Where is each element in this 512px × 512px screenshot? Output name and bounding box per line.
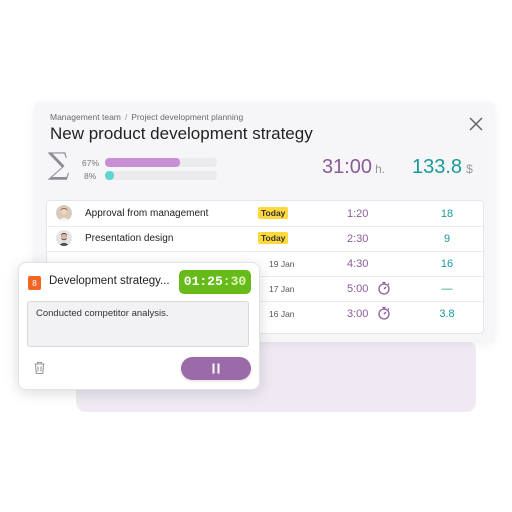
- task-number-badge: 8: [28, 276, 41, 290]
- timer-main: 01:25: [183, 274, 223, 289]
- total-cost: 133.8 $: [412, 156, 473, 179]
- table-row[interactable]: Presentation design Today 2:30 9: [47, 226, 483, 252]
- row-time: 1:20: [347, 208, 369, 220]
- total-hours-unit: h.: [375, 162, 386, 176]
- table-row[interactable]: 16 Jan 3:00 3.8: [47, 301, 483, 326]
- table-row[interactable]: Approval from management Today 1:20 18: [47, 201, 483, 227]
- progress-bar-1: [105, 158, 217, 167]
- row-time: 2:30: [347, 233, 369, 245]
- stopwatch-icon: [377, 306, 391, 320]
- close-icon[interactable]: [466, 114, 486, 134]
- total-cost-unit: $: [466, 162, 473, 176]
- table-row[interactable]: 19 Jan 4:30 16: [47, 251, 483, 277]
- status-badge: Today: [258, 207, 289, 219]
- row-date: 16 Jan: [269, 309, 295, 319]
- row-time: 3:00: [347, 308, 369, 320]
- progress-fill-2: [105, 171, 114, 180]
- timer-card: 8 Development strategy... 01:25:30 Condu…: [18, 262, 260, 390]
- row-label: Approval from management: [85, 208, 209, 219]
- total-hours-value: 31:00: [322, 156, 373, 178]
- row-time: 4:30: [347, 258, 369, 270]
- progress-label-1: 67%: [82, 158, 100, 168]
- status-badge: Today: [258, 232, 289, 244]
- stopwatch-icon: [377, 281, 391, 295]
- row-date: 17 Jan: [269, 284, 295, 294]
- note-input[interactable]: Conducted competitor analysis.: [27, 301, 249, 347]
- row-amount: 3.8: [439, 308, 455, 320]
- breadcrumb-current[interactable]: Project development planning: [131, 112, 244, 122]
- breadcrumb: Management team / Project development plan…: [50, 112, 243, 122]
- row-amount: 16: [440, 258, 454, 270]
- row-label: Presentation design: [85, 233, 174, 244]
- pause-button[interactable]: [181, 357, 251, 380]
- progress-label-2: 8%: [84, 171, 97, 181]
- total-hours: 31:00 h.: [322, 156, 385, 179]
- row-amount: 9: [443, 233, 451, 245]
- row-amount: 18: [440, 208, 454, 220]
- sigma-icon: ∑: [48, 147, 70, 182]
- progress-fill-1: [105, 158, 181, 167]
- page-title: New product development strategy: [50, 124, 313, 143]
- avatar: [56, 205, 72, 221]
- timer-seconds: :30: [222, 274, 247, 289]
- timer-display: 01:25:30: [179, 270, 251, 294]
- total-cost-value: 133.8: [412, 156, 463, 178]
- progress-bar-2: [105, 171, 217, 180]
- row-date: 19 Jan: [269, 259, 295, 269]
- row-time: 5:00: [347, 283, 369, 295]
- row-amount: —: [441, 283, 453, 295]
- trash-icon[interactable]: [33, 361, 46, 375]
- avatar: [56, 230, 72, 246]
- task-title[interactable]: Development strategy...: [49, 275, 170, 287]
- task-detail-panel: Management team / Project development plan…: [34, 102, 495, 342]
- breadcrumb-parent[interactable]: Management team: [50, 112, 121, 122]
- table-row[interactable]: 17 Jan 5:00 —: [47, 276, 483, 302]
- breadcrumb-separator: /: [124, 112, 128, 122]
- pause-icon: [212, 363, 220, 374]
